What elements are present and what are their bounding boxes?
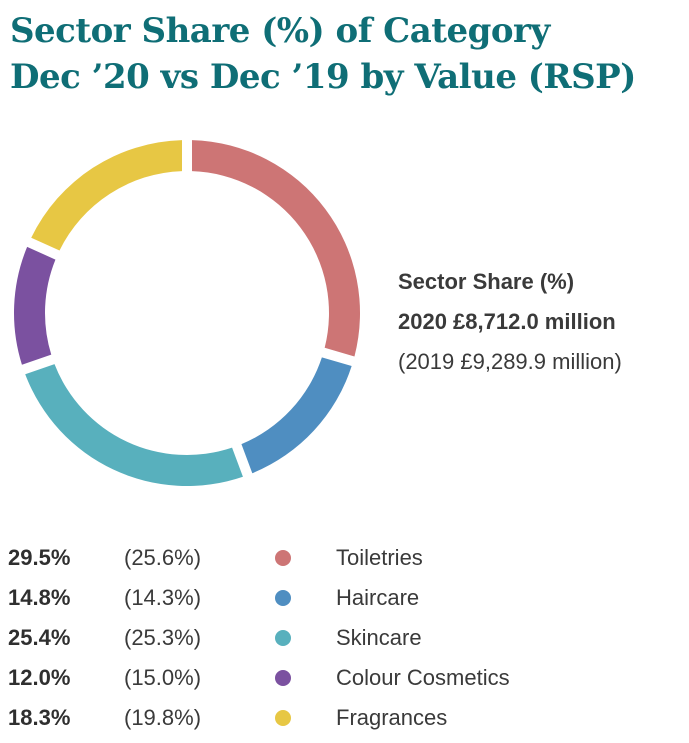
sector-share-info: Sector Share (%) 2020 £8,712.0 million (… — [398, 262, 688, 382]
legend-value-2020: 18.3% — [8, 705, 71, 730]
chart-title: Sector Share (%) of Category Dec ’20 vs … — [10, 8, 685, 100]
legend: 29.5% (25.6%) Toiletries 14.8% (14.3%) H… — [8, 538, 678, 738]
legend-value-2020: 29.5% — [8, 545, 71, 570]
legend-row-fragrances: 18.3% (19.8%) Fragrances — [8, 698, 678, 738]
total-2019: (2019 £9,289.9 million) — [398, 349, 622, 374]
legend-dot — [275, 710, 291, 726]
legend-dot — [275, 670, 291, 686]
legend-label: Colour Cosmetics — [336, 665, 510, 690]
legend-value-2020: 25.4% — [8, 625, 71, 650]
legend-label: Toiletries — [336, 545, 423, 570]
legend-value-2019: (19.8%) — [124, 705, 202, 730]
legend-label: Haircare — [336, 585, 420, 610]
donut-slice-fragrances — [31, 140, 183, 251]
legend-value-2019: (25.3%) — [124, 625, 202, 650]
legend-value-2019: (14.3%) — [124, 585, 202, 610]
donut-slice-haircare — [241, 357, 352, 474]
title-line-2: Dec ’20 vs Dec ’19 by Value (RSP) — [10, 57, 636, 97]
title-line-1: Sector Share (%) of Category — [10, 11, 550, 51]
total-2020: 2020 £8,712.0 million — [398, 309, 616, 334]
legend-label: Skincare — [336, 625, 422, 650]
legend-row-haircare: 14.8% (14.3%) Haircare — [8, 578, 678, 618]
donut-slice-skincare — [25, 364, 243, 487]
legend-dot — [275, 590, 291, 606]
donut-slice-toiletries — [192, 140, 361, 357]
legend-row-colour-cosmetics: 12.0% (15.0%) Colour Cosmetics — [8, 658, 678, 698]
legend-row-skincare: 25.4% (25.3%) Skincare — [8, 618, 678, 658]
donut-chart — [14, 140, 361, 487]
legend-value-2020: 12.0% — [8, 665, 71, 690]
legend-value-2019: (25.6%) — [124, 545, 202, 570]
legend-value-2019: (15.0%) — [124, 665, 202, 690]
donut-slice-colour-cosmetics — [14, 246, 56, 365]
legend-label: Fragrances — [336, 705, 448, 730]
sector-share-heading: Sector Share (%) — [398, 269, 575, 294]
legend-dot — [275, 630, 291, 646]
legend-value-2020: 14.8% — [8, 585, 71, 610]
legend-row-toiletries: 29.5% (25.6%) Toiletries — [8, 538, 678, 578]
legend-dot — [275, 550, 291, 566]
